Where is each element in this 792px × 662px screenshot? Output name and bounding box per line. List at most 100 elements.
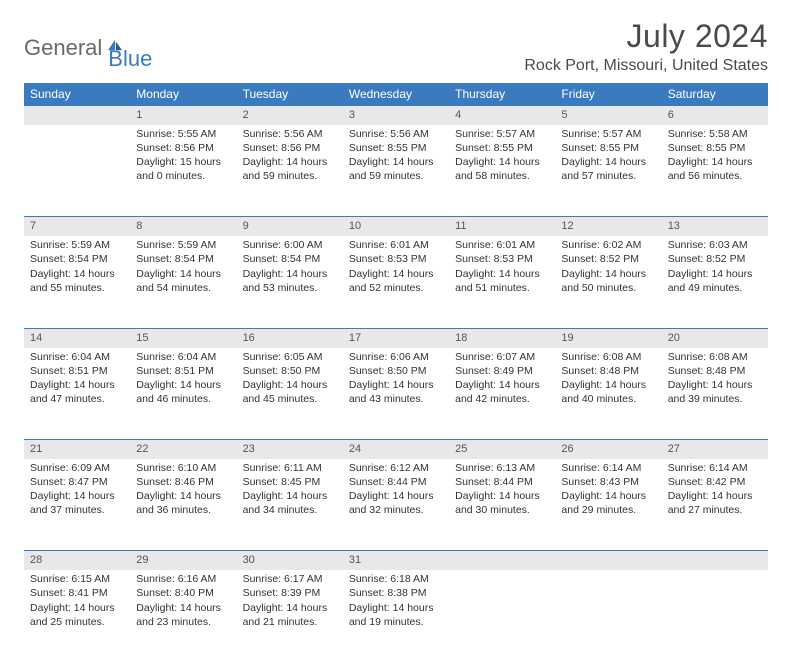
day-header: Friday <box>555 83 661 106</box>
sunset-line: Sunset: 8:38 PM <box>349 586 443 600</box>
daylight-line: Daylight: 14 hours and 46 minutes. <box>136 378 230 406</box>
daylight-line: Daylight: 14 hours and 27 minutes. <box>668 489 762 517</box>
sunset-line: Sunset: 8:55 PM <box>561 141 655 155</box>
week-content-row: Sunrise: 5:59 AMSunset: 8:54 PMDaylight:… <box>24 236 768 328</box>
day-content-cell: Sunrise: 6:16 AMSunset: 8:40 PMDaylight:… <box>130 570 236 662</box>
day-number-cell: 6 <box>662 106 768 125</box>
sunrise-line: Sunrise: 6:03 AM <box>668 238 762 252</box>
logo-text-blue: Blue <box>108 46 152 72</box>
week-number-row: 78910111213 <box>24 217 768 236</box>
day-content-cell: Sunrise: 5:58 AMSunset: 8:55 PMDaylight:… <box>662 125 768 217</box>
day-content-cell: Sunrise: 6:08 AMSunset: 8:48 PMDaylight:… <box>555 348 661 440</box>
day-content-cell: Sunrise: 6:02 AMSunset: 8:52 PMDaylight:… <box>555 236 661 328</box>
sunrise-line: Sunrise: 6:02 AM <box>561 238 655 252</box>
daylight-line: Daylight: 14 hours and 53 minutes. <box>243 267 337 295</box>
day-number-cell: 21 <box>24 440 130 459</box>
day-number-cell: 8 <box>130 217 236 236</box>
day-number-cell: 24 <box>343 440 449 459</box>
daylight-line: Daylight: 14 hours and 52 minutes. <box>349 267 443 295</box>
sunset-line: Sunset: 8:50 PM <box>243 364 337 378</box>
day-content-cell: Sunrise: 6:04 AMSunset: 8:51 PMDaylight:… <box>24 348 130 440</box>
day-header: Tuesday <box>237 83 343 106</box>
sunrise-line: Sunrise: 5:59 AM <box>30 238 124 252</box>
day-number-cell: 7 <box>24 217 130 236</box>
daylight-line: Daylight: 14 hours and 40 minutes. <box>561 378 655 406</box>
header: General Blue July 2024 Rock Port, Missou… <box>24 18 768 75</box>
day-number-cell: 15 <box>130 328 236 347</box>
day-number-cell: 29 <box>130 551 236 570</box>
day-number-cell: 30 <box>237 551 343 570</box>
daylight-line: Daylight: 14 hours and 34 minutes. <box>243 489 337 517</box>
daylight-line: Daylight: 14 hours and 42 minutes. <box>455 378 549 406</box>
daylight-line: Daylight: 14 hours and 54 minutes. <box>136 267 230 295</box>
sunrise-line: Sunrise: 5:55 AM <box>136 127 230 141</box>
day-number-cell: 9 <box>237 217 343 236</box>
day-content-cell: Sunrise: 6:11 AMSunset: 8:45 PMDaylight:… <box>237 459 343 551</box>
daylight-line: Daylight: 14 hours and 30 minutes. <box>455 489 549 517</box>
day-content-cell: Sunrise: 6:17 AMSunset: 8:39 PMDaylight:… <box>237 570 343 662</box>
daylight-line: Daylight: 14 hours and 19 minutes. <box>349 601 443 629</box>
day-number-cell: 22 <box>130 440 236 459</box>
sunset-line: Sunset: 8:47 PM <box>30 475 124 489</box>
day-content-cell: Sunrise: 6:01 AMSunset: 8:53 PMDaylight:… <box>449 236 555 328</box>
sunset-line: Sunset: 8:50 PM <box>349 364 443 378</box>
month-title: July 2024 <box>524 18 768 55</box>
daylight-line: Daylight: 14 hours and 55 minutes. <box>30 267 124 295</box>
title-block: July 2024 Rock Port, Missouri, United St… <box>524 18 768 75</box>
sunrise-line: Sunrise: 6:18 AM <box>349 572 443 586</box>
sunset-line: Sunset: 8:54 PM <box>30 252 124 266</box>
sunset-line: Sunset: 8:54 PM <box>243 252 337 266</box>
sunset-line: Sunset: 8:43 PM <box>561 475 655 489</box>
day-content-cell: Sunrise: 6:08 AMSunset: 8:48 PMDaylight:… <box>662 348 768 440</box>
week-number-row: 28293031 <box>24 551 768 570</box>
day-number-cell: 13 <box>662 217 768 236</box>
sunset-line: Sunset: 8:46 PM <box>136 475 230 489</box>
sunrise-line: Sunrise: 5:57 AM <box>455 127 549 141</box>
day-content-cell: Sunrise: 6:03 AMSunset: 8:52 PMDaylight:… <box>662 236 768 328</box>
day-content-cell: Sunrise: 6:18 AMSunset: 8:38 PMDaylight:… <box>343 570 449 662</box>
sunrise-line: Sunrise: 6:05 AM <box>243 350 337 364</box>
day-number-cell: 20 <box>662 328 768 347</box>
sunrise-line: Sunrise: 6:08 AM <box>668 350 762 364</box>
daylight-line: Daylight: 14 hours and 37 minutes. <box>30 489 124 517</box>
sunrise-line: Sunrise: 6:10 AM <box>136 461 230 475</box>
daylight-line: Daylight: 14 hours and 51 minutes. <box>455 267 549 295</box>
sunset-line: Sunset: 8:51 PM <box>136 364 230 378</box>
sunrise-line: Sunrise: 6:17 AM <box>243 572 337 586</box>
daylight-line: Daylight: 14 hours and 59 minutes. <box>349 155 443 183</box>
sunset-line: Sunset: 8:55 PM <box>349 141 443 155</box>
sunrise-line: Sunrise: 6:14 AM <box>561 461 655 475</box>
sunrise-line: Sunrise: 6:08 AM <box>561 350 655 364</box>
day-content-cell: Sunrise: 5:59 AMSunset: 8:54 PMDaylight:… <box>24 236 130 328</box>
daylight-line: Daylight: 14 hours and 32 minutes. <box>349 489 443 517</box>
day-content-cell: Sunrise: 5:57 AMSunset: 8:55 PMDaylight:… <box>449 125 555 217</box>
week-number-row: 14151617181920 <box>24 328 768 347</box>
day-content-cell: Sunrise: 5:59 AMSunset: 8:54 PMDaylight:… <box>130 236 236 328</box>
day-number-cell: 18 <box>449 328 555 347</box>
sunrise-line: Sunrise: 6:04 AM <box>136 350 230 364</box>
day-number-cell: 3 <box>343 106 449 125</box>
day-content-cell: Sunrise: 6:04 AMSunset: 8:51 PMDaylight:… <box>130 348 236 440</box>
day-content-cell <box>24 125 130 217</box>
daylight-line: Daylight: 14 hours and 57 minutes. <box>561 155 655 183</box>
day-content-cell: Sunrise: 6:12 AMSunset: 8:44 PMDaylight:… <box>343 459 449 551</box>
week-content-row: Sunrise: 6:09 AMSunset: 8:47 PMDaylight:… <box>24 459 768 551</box>
logo: General Blue <box>24 18 152 72</box>
day-number-cell <box>449 551 555 570</box>
day-number-cell: 23 <box>237 440 343 459</box>
day-content-cell: Sunrise: 5:56 AMSunset: 8:55 PMDaylight:… <box>343 125 449 217</box>
day-content-cell: Sunrise: 6:10 AMSunset: 8:46 PMDaylight:… <box>130 459 236 551</box>
daylight-line: Daylight: 14 hours and 21 minutes. <box>243 601 337 629</box>
daylight-line: Daylight: 14 hours and 50 minutes. <box>561 267 655 295</box>
day-header: Wednesday <box>343 83 449 106</box>
calendar-body: 123456Sunrise: 5:55 AMSunset: 8:56 PMDay… <box>24 106 768 662</box>
day-content-cell: Sunrise: 6:07 AMSunset: 8:49 PMDaylight:… <box>449 348 555 440</box>
day-number-cell: 12 <box>555 217 661 236</box>
sunrise-line: Sunrise: 6:01 AM <box>349 238 443 252</box>
sunset-line: Sunset: 8:55 PM <box>668 141 762 155</box>
calendar-table: SundayMondayTuesdayWednesdayThursdayFrid… <box>24 83 768 662</box>
sunset-line: Sunset: 8:52 PM <box>561 252 655 266</box>
sunset-line: Sunset: 8:48 PM <box>668 364 762 378</box>
sunrise-line: Sunrise: 6:16 AM <box>136 572 230 586</box>
day-number-cell: 31 <box>343 551 449 570</box>
